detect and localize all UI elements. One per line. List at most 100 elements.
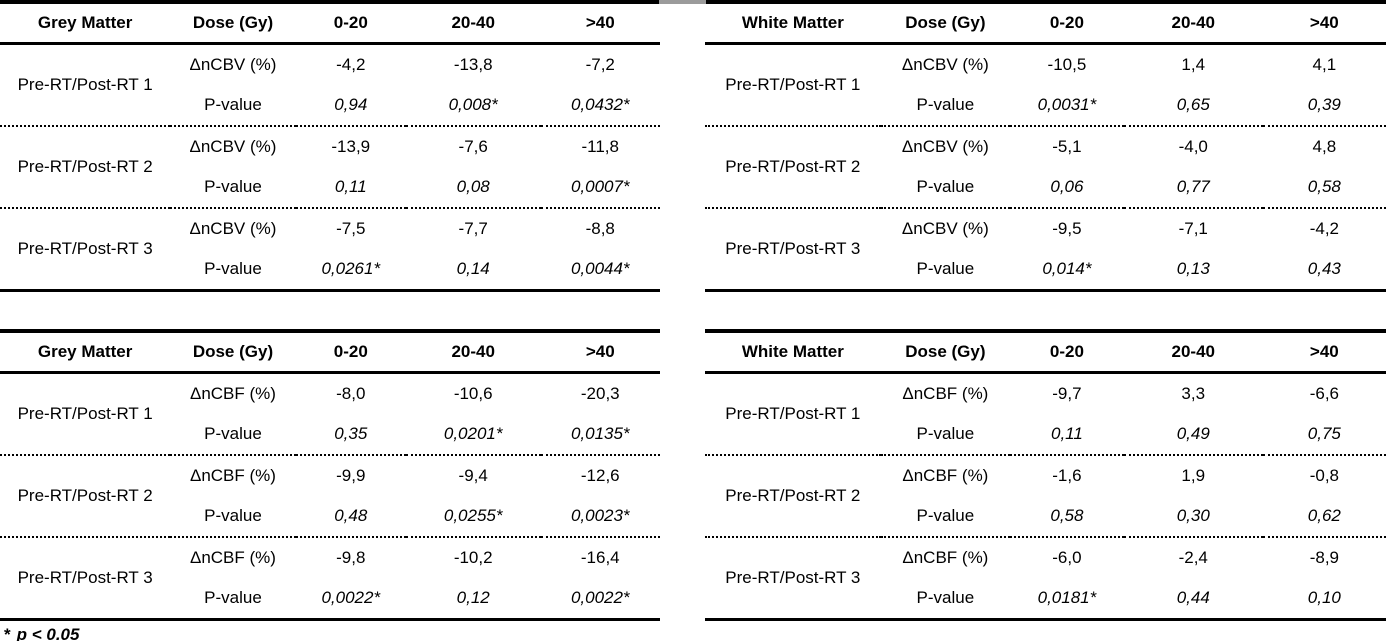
p-value: 0,44 [1176, 588, 1210, 607]
metric-value: -4,0 [1123, 125, 1263, 167]
p-label: P-value [204, 424, 262, 443]
p-row: P-value 0,06 0,77 0,58 [705, 167, 1386, 208]
row-group-label: Pre-RT/Post-RT 1 [17, 75, 153, 94]
p-row: P-value 0,0031* 0,65 0,39 [705, 85, 1386, 126]
table-white-matter-cbf: White Matter Dose (Gy) 0-20 20-40 >40 Pr… [705, 329, 1386, 621]
metric-value: -7,6 [405, 125, 541, 167]
metric-value: -6,6 [1309, 384, 1339, 403]
p-value: 0,43 [1307, 259, 1341, 278]
dose-bin-header: 20-40 [1123, 331, 1263, 374]
p-value: 0,39 [1307, 95, 1341, 114]
p-value: 0,0432* [570, 95, 630, 114]
dose-header: Dose (Gy) [170, 2, 296, 45]
row-group-label: Pre-RT/Post-RT 1 [725, 75, 861, 94]
metric-row: Pre-RT/Post-RT 1 ΔnCBF (%) -8,0 -10,6 -2… [0, 373, 660, 423]
row-group-label: Pre-RT/Post-RT 3 [705, 536, 881, 620]
p-value: 0,77 [1176, 177, 1210, 196]
p-value: 0,0022* [321, 588, 381, 607]
metric-row: Pre-RT/Post-RT 1 ΔnCBV (%) -10,5 1,4 4,1 [705, 44, 1386, 94]
dose-bin-header: 0-20 [1010, 2, 1124, 45]
dose-bin-header: 20-40 [405, 2, 541, 45]
p-row: P-value 0,94 0,008* 0,0432* [0, 85, 660, 126]
footnote-asterisk: * [4, 625, 11, 641]
metric-row: Pre-RT/Post-RT 2 ΔnCBF (%) -9,9 -9,4 -12… [0, 454, 660, 537]
p-value: 0,0031* [1037, 95, 1097, 114]
p-value: 0,14 [456, 259, 490, 278]
metric-value: -8,0 [336, 384, 366, 403]
p-value: 0,06 [1050, 177, 1084, 196]
p-value: 0,11 [334, 177, 367, 196]
metric-value: -13,9 [295, 125, 406, 167]
row-group-label: Pre-RT/Post-RT 1 [17, 404, 153, 423]
row-group-label: Pre-RT/Post-RT 2 [705, 454, 881, 537]
header-row: Grey Matter Dose (Gy) 0-20 20-40 >40 [0, 331, 660, 374]
metric-value: -10,2 [405, 536, 541, 578]
dose-bin-header: 0-20 [1010, 331, 1124, 374]
metric-value: -4,2 [336, 55, 366, 74]
p-label: P-value [204, 588, 262, 607]
metric-value: -9,9 [295, 454, 406, 496]
metric-row: Pre-RT/Post-RT 2 ΔnCBV (%) -5,1 -4,0 4,8 [705, 125, 1386, 208]
metric-value: 4,1 [1312, 55, 1337, 74]
metric-value: 4,8 [1262, 125, 1386, 167]
metric-row: Pre-RT/Post-RT 3 ΔnCBF (%) -9,8 -10,2 -1… [0, 536, 660, 620]
metric-row: Pre-RT/Post-RT 3 ΔnCBV (%) -7,5 -7,7 -8,… [0, 207, 660, 291]
metric-label: ΔnCBF (%) [880, 454, 1011, 496]
metric-row: Pre-RT/Post-RT 1 ΔnCBV (%) -4,2 -13,8 -7… [0, 44, 660, 94]
p-row: P-value 0,0022* 0,12 0,0022* [0, 578, 660, 620]
metric-value: -9,4 [405, 454, 541, 496]
region-header: White Matter [705, 331, 881, 374]
metric-label: ΔnCBF (%) [902, 384, 989, 403]
top-gap-line [659, 0, 706, 4]
header-row: White Matter Dose (Gy) 0-20 20-40 >40 [705, 2, 1386, 45]
region-header: White Matter [705, 2, 881, 45]
p-label: P-value [916, 177, 975, 196]
table-white-matter-cbv: White Matter Dose (Gy) 0-20 20-40 >40 Pr… [705, 0, 1386, 292]
metric-value: -7,5 [295, 207, 406, 249]
metric-label: ΔnCBF (%) [170, 536, 296, 578]
p-label: P-value [916, 506, 975, 525]
metric-label: ΔnCBV (%) [189, 55, 277, 74]
metric-value: -7,7 [405, 207, 541, 249]
p-value: 0,11 [1051, 424, 1083, 443]
dose-bin-header: 20-40 [1123, 2, 1263, 45]
metric-value: 3,3 [1181, 384, 1206, 403]
metric-label: ΔnCBF (%) [880, 536, 1011, 578]
p-value: 0,75 [1307, 424, 1341, 443]
metric-value: -9,7 [1052, 384, 1082, 403]
metric-value: -9,5 [1010, 207, 1124, 249]
p-value: 0,65 [1176, 95, 1210, 114]
metric-value: -10,5 [1047, 55, 1087, 74]
p-label: P-value [204, 259, 262, 278]
p-value: 0,49 [1176, 424, 1210, 443]
metric-label: ΔnCBV (%) [880, 125, 1011, 167]
p-value: 0,94 [334, 95, 368, 114]
row-group-label: Pre-RT/Post-RT 1 [725, 404, 861, 423]
dose-bin-header: >40 [1262, 331, 1386, 374]
p-label: P-value [204, 177, 262, 196]
metric-value: 1,4 [1181, 55, 1206, 74]
header-row: White Matter Dose (Gy) 0-20 20-40 >40 [705, 331, 1386, 374]
metric-value: -9,8 [295, 536, 406, 578]
p-row: P-value 0,48 0,0255* 0,0023* [0, 496, 660, 537]
region-header: Grey Matter [0, 2, 171, 45]
dose-bin-header: >40 [540, 2, 660, 45]
p-value: 0,008* [448, 95, 498, 114]
p-value: 0,48 [334, 506, 368, 525]
metric-row: Pre-RT/Post-RT 1 ΔnCBF (%) -9,7 3,3 -6,6 [705, 373, 1386, 423]
metric-label: ΔnCBV (%) [170, 125, 296, 167]
metric-value: -11,8 [540, 125, 660, 167]
p-value: 0,0007* [570, 177, 630, 196]
dose-header: Dose (Gy) [170, 331, 296, 374]
p-value: 0,0181* [1037, 588, 1097, 607]
p-value: 0,58 [1307, 177, 1341, 196]
p-value: 0,58 [1050, 506, 1084, 525]
p-value: 0,10 [1307, 588, 1341, 607]
header-row: Grey Matter Dose (Gy) 0-20 20-40 >40 [0, 2, 660, 45]
metric-value: -5,1 [1010, 125, 1124, 167]
p-row: P-value 0,11 0,49 0,75 [705, 414, 1386, 455]
metric-value: -0,8 [1262, 454, 1386, 496]
p-value: 0,0044* [570, 259, 630, 278]
row-group-label: Pre-RT/Post-RT 2 [0, 454, 171, 537]
